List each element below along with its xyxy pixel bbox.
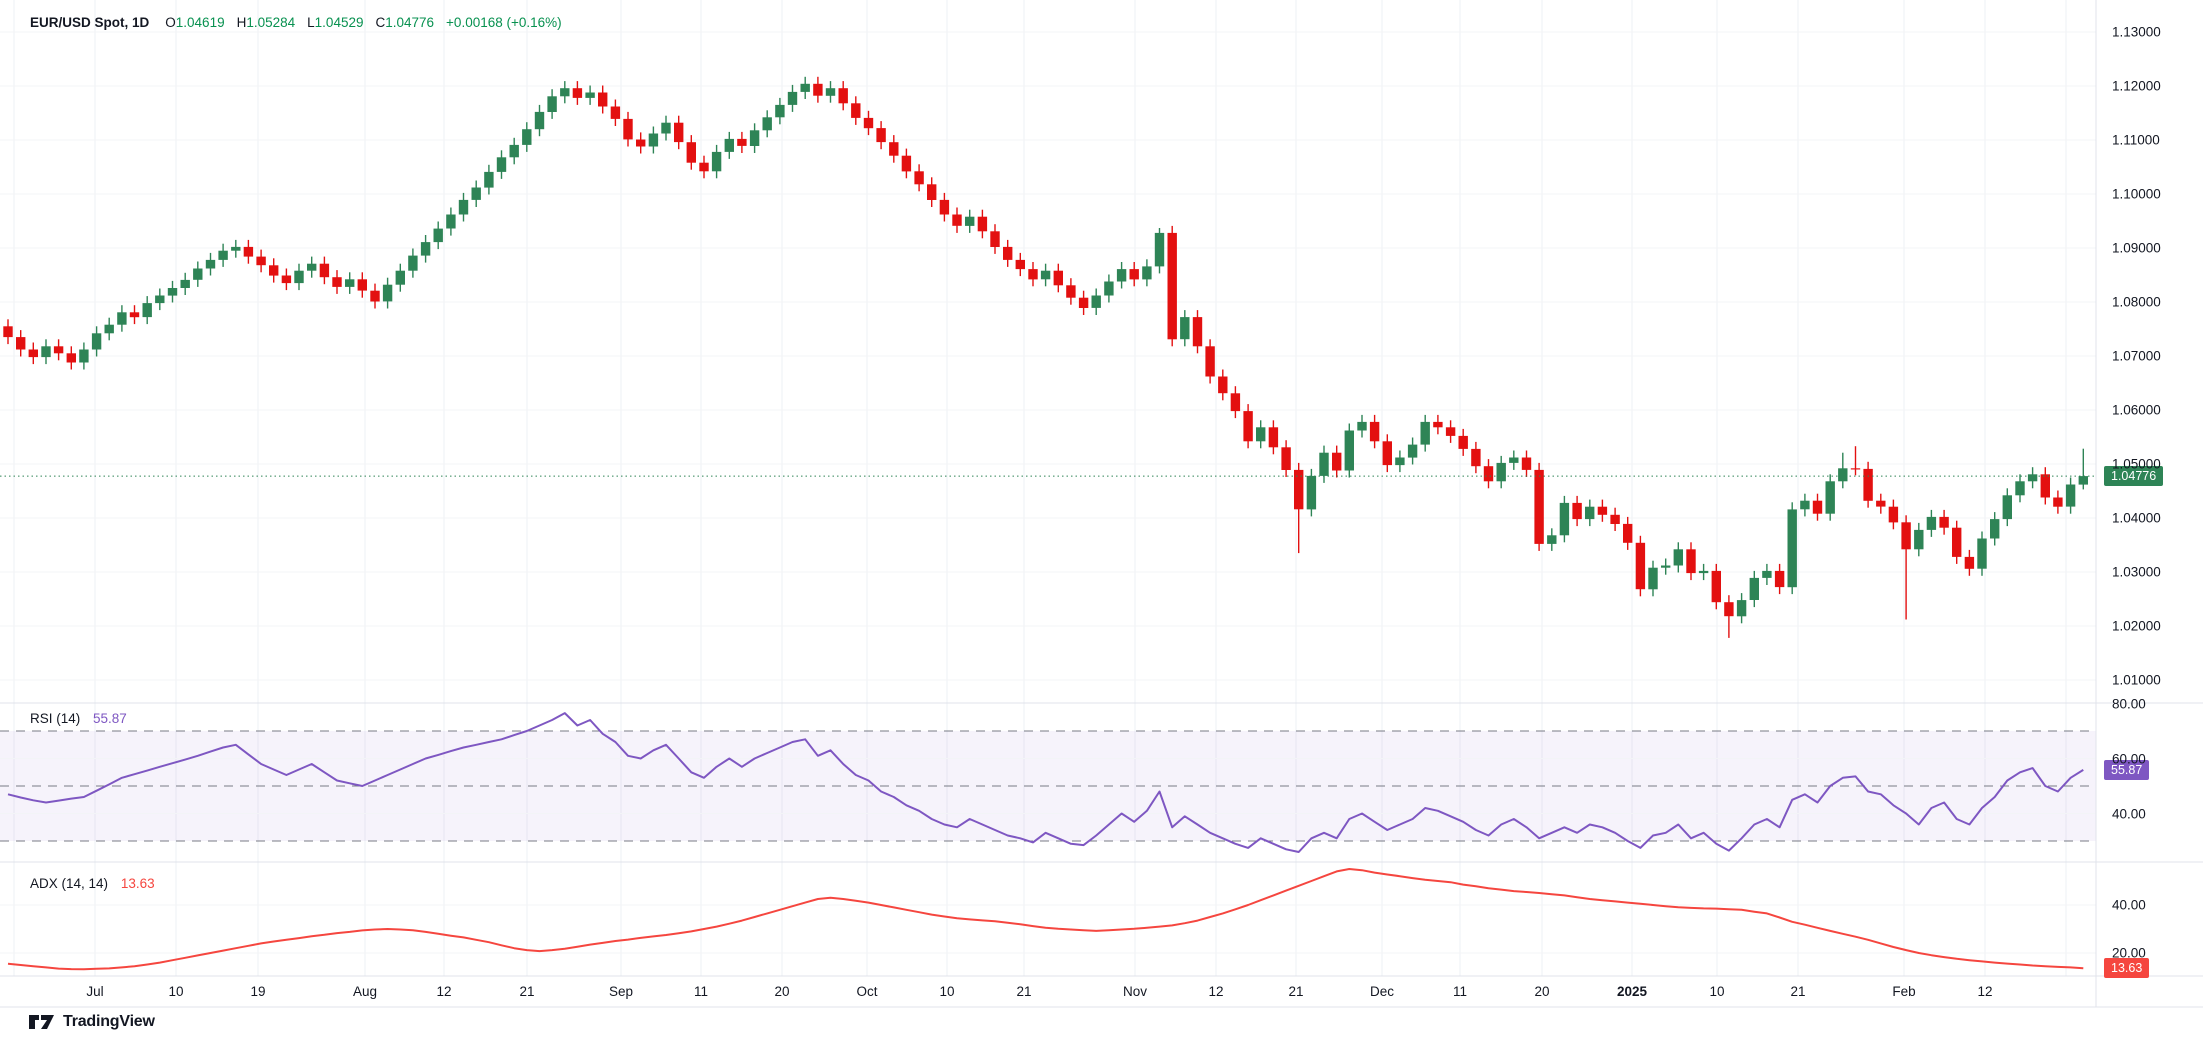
price-tick-label: 1.04000	[2112, 510, 2161, 526]
rsi-indicator-value: 55.87	[93, 711, 127, 726]
price-tick-label: 1.07000	[2112, 348, 2161, 364]
rsi-indicator-name: RSI (14)	[30, 711, 81, 726]
price-tick-label: 1.10000	[2112, 186, 2161, 202]
candles-series	[3, 76, 2088, 638]
price-tick-label: 1.02000	[2112, 618, 2161, 634]
rsi-tick-label: 40.00	[2112, 806, 2146, 821]
time-tick-label: 2025	[1616, 984, 1648, 999]
price-tick-label: 1.11000	[2112, 132, 2160, 148]
price-axis[interactable]: 1.04776 55.87 13.63 1.13000 1.12000 1.1100…	[2096, 0, 2203, 1007]
rsi-value-badge: 55.87	[2104, 759, 2150, 780]
rsi-indicator-label[interactable]: RSI (14) 55.87	[30, 711, 127, 727]
last-price-badge: 1.04776	[2104, 466, 2164, 487]
time-tick-label: Feb	[1892, 984, 1916, 999]
time-tick-label: 10	[1709, 984, 1725, 999]
adx-tick-label: 20.00	[2112, 945, 2146, 961]
time-tick-label: Sep	[608, 984, 634, 999]
time-tick-label: 20	[774, 984, 790, 999]
ohlc-close: C1.04776	[375, 15, 435, 30]
time-tick-label: 10	[939, 984, 955, 999]
price-tick-label: 1.01000	[2112, 672, 2161, 688]
rsi-line	[7, 712, 2084, 853]
time-tick-label: Oct	[856, 984, 878, 999]
rsi-tick-label: 60.00	[2112, 751, 2146, 766]
price-tick-label: 1.05000	[2112, 456, 2161, 472]
price-tick-label: 1.08000	[2112, 294, 2161, 310]
symbol-title[interactable]: EUR/USD Spot, 1D	[30, 15, 150, 30]
price-tick-label: 1.03000	[2112, 564, 2161, 580]
adx-line	[7, 868, 2084, 971]
adx-indicator-label[interactable]: ADX (14, 14) 13.63	[30, 876, 155, 892]
time-tick-label: 21	[1288, 984, 1304, 999]
time-tick-label: 19	[250, 984, 266, 999]
time-tick-label: 12	[1977, 984, 1993, 999]
chart-header: EUR/USD Spot, 1D O1.04619 H1.05284 L1.04…	[30, 15, 574, 31]
ohlc-low: L1.04529	[307, 15, 364, 30]
time-tick-label: Jul	[86, 984, 104, 999]
rsi-tick-label: 80.00	[2112, 696, 2146, 711]
time-tick-label: Nov	[1122, 984, 1148, 999]
price-tick-label: 1.13000	[2112, 24, 2161, 40]
time-tick-label: 11	[1452, 984, 1468, 999]
time-tick-label: 21	[1790, 984, 1806, 999]
adx-value-badge: 13.63	[2104, 958, 2150, 979]
adx-tick-label: 40.00	[2112, 897, 2146, 913]
price-tick-label: 1.06000	[2112, 402, 2161, 418]
ohlc-open: O1.04619	[165, 15, 225, 30]
ohlc-high: H1.05284	[236, 15, 296, 30]
price-tick-label: 1.12000	[2112, 78, 2161, 94]
tradingview-logo-text: TradingView	[63, 1013, 155, 1030]
adx-indicator-name: ADX (14, 14)	[30, 876, 109, 891]
time-tick-label: 21	[519, 984, 535, 999]
time-axis[interactable]: Jul 10 19 Aug 12 21 Sep 11 20 Oct 10 21 Nov 12 21 Dec 11…	[0, 976, 2096, 1007]
price-tick-label: 1.09000	[2112, 240, 2161, 256]
time-tick-label: 12	[436, 984, 452, 999]
tradingview-logo[interactable]: TradingView	[28, 1012, 155, 1032]
time-tick-label: Aug	[352, 984, 378, 999]
tradingview-logo-icon	[29, 1015, 54, 1029]
price-change: +0.00168 (+0.16%)	[446, 15, 562, 30]
time-tick-label: 21	[1016, 984, 1032, 999]
time-tick-label: 12	[1208, 984, 1224, 999]
time-tick-label: 20	[1534, 984, 1550, 999]
time-tick-label: Dec	[1369, 984, 1395, 999]
time-tick-label: 10	[168, 984, 184, 999]
time-tick-label: 11	[693, 984, 709, 999]
adx-indicator-value: 13.63	[120, 876, 155, 891]
